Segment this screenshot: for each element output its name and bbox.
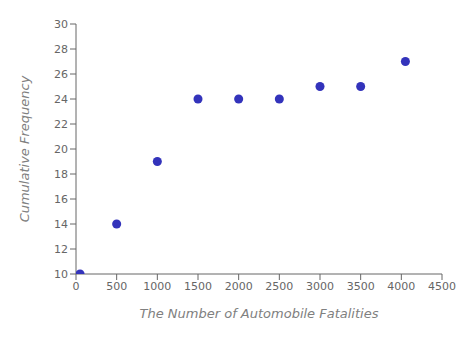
svg-text:10: 10 xyxy=(54,268,68,281)
svg-text:16: 16 xyxy=(54,193,68,206)
svg-text:500: 500 xyxy=(106,280,127,293)
svg-text:22: 22 xyxy=(54,118,68,131)
svg-text:1000: 1000 xyxy=(143,280,171,293)
svg-text:20: 20 xyxy=(54,143,68,156)
svg-text:14: 14 xyxy=(54,218,68,231)
svg-text:24: 24 xyxy=(54,93,68,106)
svg-text:4500: 4500 xyxy=(428,280,456,293)
svg-text:3000: 3000 xyxy=(306,280,334,293)
svg-text:2500: 2500 xyxy=(265,280,293,293)
svg-text:3500: 3500 xyxy=(347,280,375,293)
svg-text:30: 30 xyxy=(54,18,68,31)
svg-text:26: 26 xyxy=(54,68,68,81)
svg-text:2000: 2000 xyxy=(225,280,253,293)
svg-text:28: 28 xyxy=(54,43,68,56)
svg-text:The Number of Automobile Fatal: The Number of Automobile Fatalities xyxy=(140,306,379,321)
svg-text:0: 0 xyxy=(73,280,80,293)
svg-text:12: 12 xyxy=(54,243,68,256)
svg-text:1500: 1500 xyxy=(184,280,212,293)
svg-text:18: 18 xyxy=(54,168,68,181)
svg-text:Cumulative Frequency: Cumulative Frequency xyxy=(17,75,32,222)
svg-text:4000: 4000 xyxy=(387,280,415,293)
